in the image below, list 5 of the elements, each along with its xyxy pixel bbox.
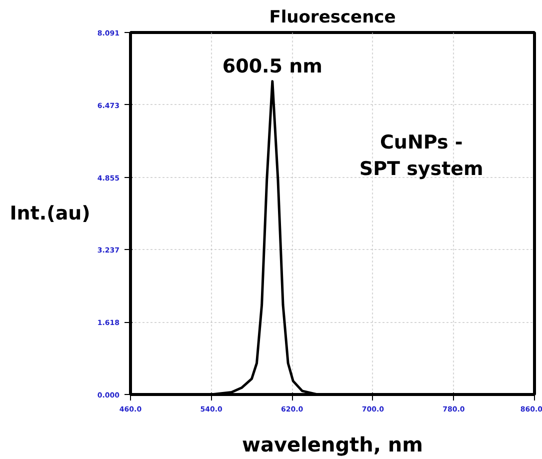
chart-title: Fluorescence [269, 8, 396, 28]
annotation: 600.5 nm [222, 55, 322, 78]
x-axis-title: wavelength, nm [242, 432, 424, 456]
annotation: CuNPs - SPT system [359, 131, 484, 180]
y-axis-title: Int.(au) [10, 202, 90, 224]
